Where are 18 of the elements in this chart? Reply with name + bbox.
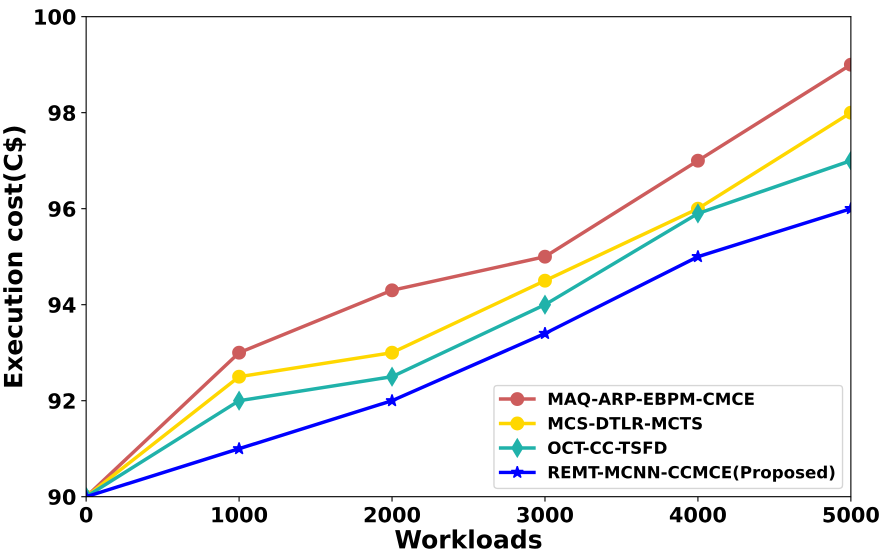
y-tick-label: 98: [48, 105, 76, 121]
x-tick-label: 3000: [517, 506, 573, 523]
y-axis-title: Execution cost(C$): [3, 126, 26, 387]
y-tick-label: 96: [48, 201, 76, 217]
x-tick-label: 0: [80, 506, 92, 523]
y-tick-label: 100: [35, 9, 76, 25]
y-tick-label: 90: [48, 489, 76, 505]
x-axis-title: Workloads: [395, 529, 542, 549]
x-tick-label: 4000: [670, 506, 726, 523]
x-tick-label: 2000: [364, 506, 420, 523]
y-tick-label: 94: [48, 297, 76, 313]
x-tick-label: 5000: [823, 506, 879, 523]
y-tick-label: 92: [48, 393, 75, 409]
legend-label: MAQ-ARP-EBPM-CMCE: [548, 392, 754, 408]
x-tick-label: 1000: [212, 506, 268, 523]
legend-label: OCT-CC-TSFD: [548, 441, 667, 454]
legend-label: REMT-MCNN-CCMCE(Proposed): [548, 466, 834, 482]
legend-label: MCS-DTLR-MCTS: [548, 416, 702, 430]
